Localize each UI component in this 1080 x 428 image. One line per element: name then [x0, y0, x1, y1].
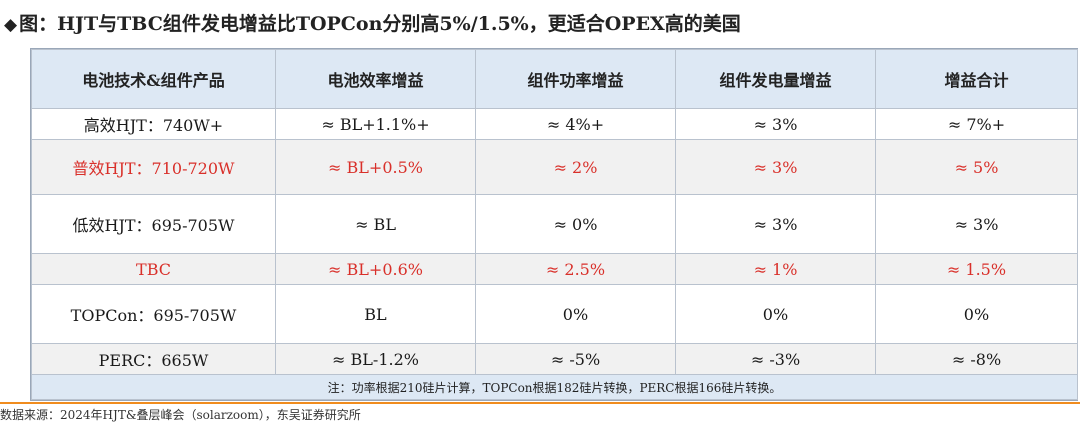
comparison-table: 电池技术&组件产品 电池效率增益 组件功率增益 组件发电量增益 增益合计 高效H… [30, 48, 1078, 401]
table-row: PERC：665W ≈ BL-1.2% ≈ -5% ≈ -3% ≈ -8% [31, 343, 1078, 375]
cell-module-power-gain: ≈ 0% [475, 194, 676, 254]
cell-total-gain: ≈ 3% [875, 194, 1078, 254]
gain-table: 电池技术&组件产品 电池效率增益 组件功率增益 组件发电量增益 增益合计 高效H… [31, 49, 1078, 400]
figure-title: ◆ 图：HJT与TBC组件发电增益比TOPCon分别高5%/1.5%，更适合OPE… [4, 8, 741, 40]
row-label: TOPCon：695-705W [31, 284, 276, 344]
row-label: 低效HJT：695-705W [31, 194, 276, 254]
row-label: TBC [31, 253, 276, 285]
cell-total-gain: 0% [875, 284, 1078, 344]
cell-module-power-gain: ≈ 2.5% [475, 253, 676, 285]
figure-title-text: 图：HJT与TBC组件发电增益比TOPCon分别高5%/1.5%，更适合OPEX… [19, 13, 741, 35]
table-row: TBC ≈ BL+0.6% ≈ 2.5% ≈ 1% ≈ 1.5% [31, 253, 1078, 285]
header-cell-efficiency-gain: 电池效率增益 [275, 49, 476, 109]
header-total-gain: 增益合计 [875, 49, 1078, 109]
table-row: 普效HJT：710-720W ≈ BL+0.5% ≈ 2% ≈ 3% ≈ 5% [31, 139, 1078, 195]
cell-module-power-gain: ≈ 2% [475, 139, 676, 195]
cell-efficiency-gain: ≈ BL+0.6% [275, 253, 476, 285]
header-technology: 电池技术&组件产品 [31, 49, 276, 109]
cell-efficiency-gain: ≈ BL+0.5% [275, 139, 476, 195]
cell-total-gain: ≈ -8% [875, 343, 1078, 375]
header-row: 电池技术&组件产品 电池效率增益 组件功率增益 组件发电量增益 增益合计 [31, 49, 1078, 109]
cell-module-yield-gain: 0% [675, 284, 876, 344]
cell-module-power-gain: ≈ -5% [475, 343, 676, 375]
cell-module-power-gain: ≈ 4%+ [475, 108, 676, 140]
table-note: 注：功率根据210硅片计算，TOPCon根据182硅片转换，PERC根据166硅… [31, 374, 1078, 400]
cell-efficiency-gain: ≈ BL+1.1%+ [275, 108, 476, 140]
cell-module-power-gain: 0% [475, 284, 676, 344]
cell-total-gain: ≈ 1.5% [875, 253, 1078, 285]
row-label: PERC：665W [31, 343, 276, 375]
cell-total-gain: ≈ 5% [875, 139, 1078, 195]
cell-module-yield-gain: ≈ -3% [675, 343, 876, 375]
cell-total-gain: ≈ 7%+ [875, 108, 1078, 140]
cell-efficiency-gain: ≈ BL-1.2% [275, 343, 476, 375]
source-divider [0, 402, 1080, 404]
cell-efficiency-gain: ≈ BL [275, 194, 476, 254]
table-row: 低效HJT：695-705W ≈ BL ≈ 0% ≈ 3% ≈ 3% [31, 194, 1078, 254]
cell-module-yield-gain: ≈ 1% [675, 253, 876, 285]
header-module-power-gain: 组件功率增益 [475, 49, 676, 109]
cell-module-yield-gain: ≈ 3% [675, 139, 876, 195]
cell-efficiency-gain: BL [275, 284, 476, 344]
row-label: 普效HJT：710-720W [31, 139, 276, 195]
data-source: 数据来源：2024年HJT&叠层峰会（solarzoom），东吴证券研究所 [0, 408, 361, 422]
cell-module-yield-gain: ≈ 3% [675, 108, 876, 140]
row-label: 高效HJT：740W+ [31, 108, 276, 140]
cell-module-yield-gain: ≈ 3% [675, 194, 876, 254]
diamond-bullet-icon: ◆ [4, 15, 18, 35]
header-module-yield-gain: 组件发电量增益 [675, 49, 876, 109]
table-row: 高效HJT：740W+ ≈ BL+1.1%+ ≈ 4%+ ≈ 3% ≈ 7%+ [31, 108, 1078, 140]
note-row: 注：功率根据210硅片计算，TOPCon根据182硅片转换，PERC根据166硅… [31, 374, 1078, 400]
table-row: TOPCon：695-705W BL 0% 0% 0% [31, 284, 1078, 344]
